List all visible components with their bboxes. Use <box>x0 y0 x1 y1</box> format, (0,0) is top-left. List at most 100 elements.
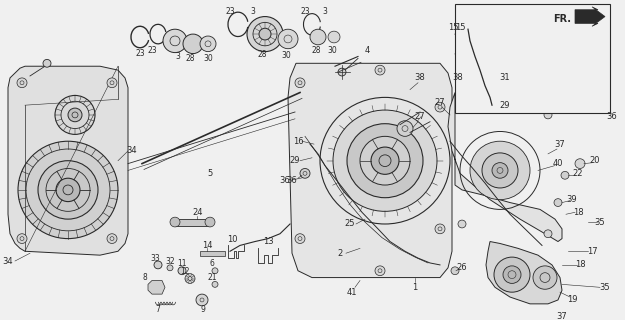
Circle shape <box>107 78 117 88</box>
Circle shape <box>212 282 218 287</box>
Text: 36: 36 <box>287 176 298 185</box>
Circle shape <box>482 153 518 188</box>
Circle shape <box>300 169 310 178</box>
Circle shape <box>561 172 569 179</box>
Circle shape <box>185 274 195 284</box>
Text: 34: 34 <box>127 147 138 156</box>
Circle shape <box>544 230 552 238</box>
Circle shape <box>295 234 305 244</box>
Text: 27: 27 <box>415 112 425 121</box>
Text: 2: 2 <box>338 249 342 258</box>
Circle shape <box>371 147 399 174</box>
Circle shape <box>259 28 271 40</box>
Circle shape <box>492 163 508 178</box>
Text: 35: 35 <box>600 283 610 292</box>
Circle shape <box>533 266 557 289</box>
Circle shape <box>247 17 283 52</box>
Text: 35: 35 <box>595 218 605 227</box>
Text: 36: 36 <box>279 176 291 185</box>
Circle shape <box>17 234 27 244</box>
Circle shape <box>200 36 216 52</box>
Polygon shape <box>486 242 562 304</box>
Circle shape <box>178 267 186 275</box>
Polygon shape <box>575 7 605 26</box>
Polygon shape <box>148 281 165 294</box>
Text: 23: 23 <box>225 7 235 16</box>
Circle shape <box>451 267 459 275</box>
Text: 24: 24 <box>192 208 203 217</box>
Text: 10: 10 <box>227 235 238 244</box>
Circle shape <box>347 124 423 198</box>
Text: 37: 37 <box>554 140 566 148</box>
Circle shape <box>360 136 410 185</box>
Text: 29: 29 <box>290 156 300 165</box>
Circle shape <box>328 31 340 43</box>
Bar <box>175 219 210 226</box>
Text: 15: 15 <box>448 23 458 32</box>
Text: 37: 37 <box>557 312 568 320</box>
Circle shape <box>310 29 326 45</box>
Text: 3: 3 <box>251 7 256 16</box>
Circle shape <box>107 234 117 244</box>
Text: 16: 16 <box>292 137 303 146</box>
Circle shape <box>295 78 305 88</box>
Text: 12: 12 <box>180 267 190 276</box>
Circle shape <box>68 108 82 122</box>
Text: 1: 1 <box>412 283 418 292</box>
Text: 28: 28 <box>185 54 195 63</box>
Text: 6: 6 <box>209 260 214 268</box>
Text: 13: 13 <box>262 237 273 246</box>
Bar <box>200 251 225 256</box>
Circle shape <box>18 141 118 239</box>
Text: 28: 28 <box>311 46 321 55</box>
Text: 19: 19 <box>567 295 578 304</box>
Circle shape <box>278 29 298 49</box>
Circle shape <box>154 261 162 269</box>
Text: 36: 36 <box>607 112 618 121</box>
Circle shape <box>163 29 187 52</box>
Text: 23: 23 <box>135 49 145 58</box>
Text: 9: 9 <box>201 305 206 314</box>
Circle shape <box>205 217 215 227</box>
Text: 4: 4 <box>364 46 369 55</box>
Text: 29: 29 <box>500 101 510 110</box>
Circle shape <box>38 161 98 219</box>
Circle shape <box>170 217 180 227</box>
Text: 38: 38 <box>452 73 463 83</box>
Circle shape <box>554 199 562 206</box>
Circle shape <box>458 101 466 109</box>
Text: 30: 30 <box>327 46 337 55</box>
Polygon shape <box>8 66 128 255</box>
Text: 26: 26 <box>457 263 468 272</box>
Text: 33: 33 <box>150 253 160 263</box>
Text: 8: 8 <box>142 273 148 282</box>
Text: 20: 20 <box>590 156 600 165</box>
Circle shape <box>196 294 208 306</box>
Circle shape <box>212 268 218 274</box>
Text: 3: 3 <box>322 7 328 16</box>
Text: 18: 18 <box>572 208 583 217</box>
Circle shape <box>397 121 413 136</box>
Text: 39: 39 <box>567 195 578 204</box>
Text: 30: 30 <box>203 54 213 63</box>
Circle shape <box>56 178 80 202</box>
Polygon shape <box>448 92 562 242</box>
Circle shape <box>17 78 27 88</box>
Text: 5: 5 <box>208 169 212 178</box>
Circle shape <box>333 110 437 211</box>
Circle shape <box>43 60 51 67</box>
Text: 14: 14 <box>202 241 212 250</box>
Text: 25: 25 <box>345 220 355 228</box>
Circle shape <box>435 224 445 234</box>
Text: 18: 18 <box>575 260 585 269</box>
Circle shape <box>575 159 585 169</box>
Circle shape <box>494 257 530 292</box>
Text: 23: 23 <box>300 7 310 16</box>
Text: 22: 22 <box>572 169 583 178</box>
Circle shape <box>167 265 173 271</box>
Text: 31: 31 <box>500 73 510 83</box>
Circle shape <box>375 65 385 75</box>
Text: 30: 30 <box>281 51 291 60</box>
Polygon shape <box>288 63 452 277</box>
Circle shape <box>503 266 521 284</box>
